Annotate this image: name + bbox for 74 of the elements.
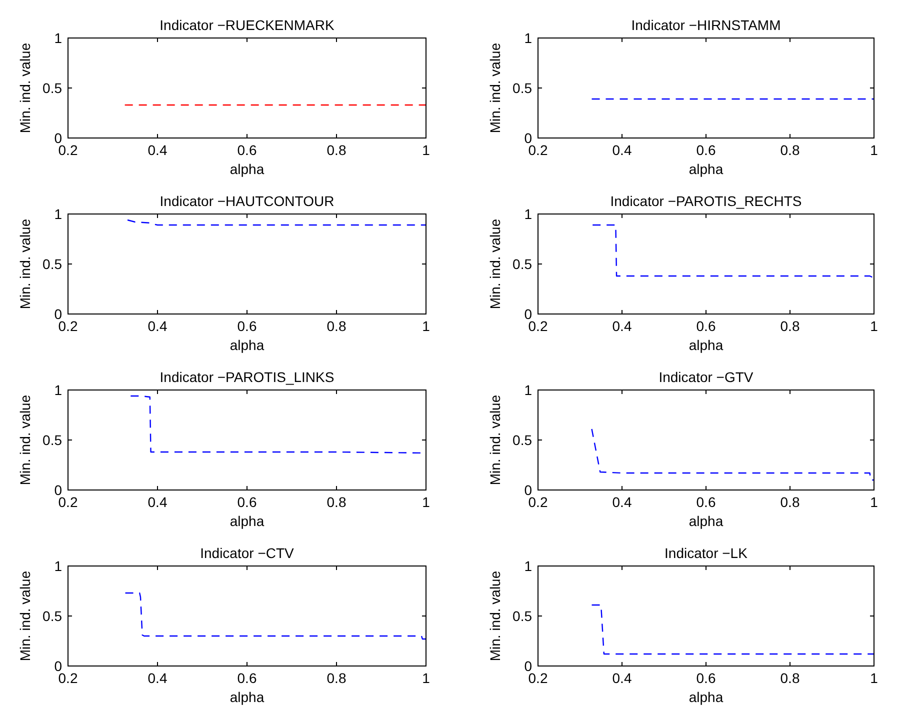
chart-title: Indicator −HIRNSTAMM: [631, 17, 781, 33]
x-tick-label: 0.6: [696, 318, 716, 334]
chart-title: Indicator −HAUTCONTOUR: [160, 193, 334, 209]
y-axis-title: Min. ind. value: [487, 218, 503, 310]
x-axis-title: alpha: [230, 161, 264, 177]
y-tick-label: 1: [54, 558, 62, 574]
line-series: [591, 428, 875, 481]
x-tick-label: 0.8: [326, 142, 346, 158]
line-series: [124, 592, 427, 640]
y-tick-label: 0.5: [42, 608, 62, 624]
x-tick-label: 0.6: [696, 494, 716, 510]
x-tick-label: 0.4: [148, 142, 168, 158]
x-tick-label: 0.6: [696, 142, 716, 158]
y-tick-label: 0.5: [512, 256, 532, 272]
x-tick-label: 1: [422, 494, 430, 510]
y-tick-label: 1: [524, 206, 532, 222]
x-tick-label: 1: [422, 670, 430, 686]
x-tick-label: 0.4: [612, 670, 632, 686]
x-tick-label: 0.8: [780, 142, 800, 158]
chart-title: Indicator −CTV: [200, 545, 295, 561]
y-tick-label: 1: [524, 558, 532, 574]
y-tick-label: 0.5: [42, 432, 62, 448]
y-axis-title: Min. ind. value: [17, 394, 33, 486]
chart-title: Indicator −LK: [664, 545, 748, 561]
x-tick-label: 0.6: [696, 670, 716, 686]
x-tick-label: 1: [870, 142, 878, 158]
y-tick-label: 0.5: [42, 80, 62, 96]
y-axis-title: Min. ind. value: [17, 570, 33, 662]
y-tick-label: 0.5: [42, 256, 62, 272]
chart-title: Indicator −GTV: [658, 369, 754, 385]
x-tick-label: 1: [870, 494, 878, 510]
x-tick-label: 0.8: [780, 494, 800, 510]
x-tick-label: 0.4: [612, 142, 632, 158]
x-tick-label: 0.4: [612, 494, 632, 510]
x-tick-label: 0.8: [326, 670, 346, 686]
x-axis-title: alpha: [230, 513, 264, 529]
y-axis-title: Min. ind. value: [487, 394, 503, 486]
x-tick-label: 0.8: [780, 670, 800, 686]
x-tick-label: 0.6: [237, 318, 257, 334]
x-axis-title: alpha: [230, 337, 264, 353]
chart-title: Indicator −RUECKENMARK: [160, 17, 335, 33]
y-tick-label: 0.5: [512, 432, 532, 448]
x-tick-label: 0.4: [148, 494, 168, 510]
chart-title: Indicator −PAROTIS_LINKS: [160, 369, 334, 385]
x-tick-label: 1: [422, 318, 430, 334]
x-axis-title: alpha: [688, 161, 724, 177]
x-tick-label: 1: [870, 318, 878, 334]
x-axis-title: alpha: [688, 689, 724, 705]
y-tick-label: 1: [524, 30, 532, 46]
x-tick-label: 0.4: [148, 318, 168, 334]
y-tick-label: 1: [524, 382, 532, 398]
chart-title: Indicator −PAROTIS_RECHTS: [610, 193, 802, 209]
x-tick-label: 0.4: [612, 318, 632, 334]
x-tick-label: 1: [422, 142, 430, 158]
y-axis-title: Min. ind. value: [17, 218, 33, 310]
y-tick-label: 1: [54, 206, 62, 222]
x-tick-label: 0.8: [326, 318, 346, 334]
x-tick-label: 0.6: [237, 494, 257, 510]
x-axis-title: alpha: [688, 337, 724, 353]
y-tick-label: 1: [54, 382, 62, 398]
y-axis-title: Min. ind. value: [17, 42, 33, 134]
x-tick-label: 0.6: [237, 670, 257, 686]
x-tick-label: 0.4: [148, 670, 168, 686]
y-tick-label: 0.5: [512, 80, 532, 96]
x-axis-title: alpha: [230, 689, 264, 705]
x-tick-label: 0.6: [237, 142, 257, 158]
y-tick-label: 0.5: [512, 608, 532, 624]
y-tick-label: 1: [54, 30, 62, 46]
x-tick-label: 1: [870, 670, 878, 686]
x-axis-title: alpha: [688, 513, 724, 529]
y-axis-title: Min. ind. value: [487, 42, 503, 134]
x-tick-label: 0.8: [326, 494, 346, 510]
x-tick-label: 0.8: [780, 318, 800, 334]
y-axis-title: Min. ind. value: [487, 570, 503, 662]
